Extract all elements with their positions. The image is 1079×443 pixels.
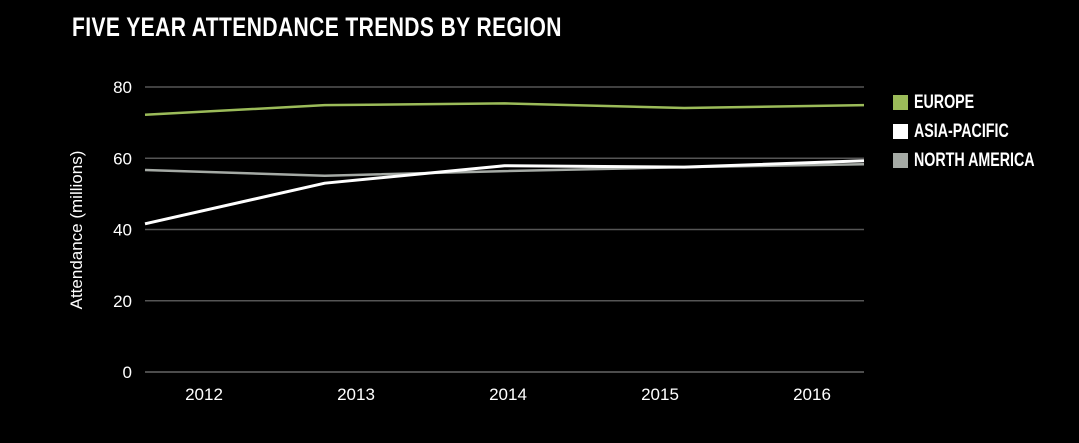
legend-label: ASIA-PACIFIC	[914, 120, 1009, 142]
y-tick-label: 80	[113, 78, 132, 97]
series-line-europe	[144, 102, 865, 117]
x-tick-label: 2014	[489, 385, 527, 404]
x-tick-label: 2013	[337, 385, 375, 404]
x-tick-label: 2012	[185, 385, 223, 404]
x-tick-label: 2016	[793, 385, 831, 404]
y-tick-label: 60	[113, 149, 132, 168]
legend-swatch	[893, 124, 908, 139]
y-tick-label: 20	[113, 292, 132, 311]
legend-label: EUROPE	[914, 91, 975, 113]
legend-swatch	[893, 153, 908, 168]
legend-label: NORTH AMERICA	[914, 149, 1035, 171]
legend-item: ASIA-PACIFIC	[893, 117, 1075, 146]
series-line-asia-pacific	[144, 159, 865, 226]
legend-item: EUROPE	[893, 88, 1075, 117]
legend-swatch	[893, 95, 908, 110]
x-tick-label: 2015	[641, 385, 679, 404]
y-tick-label: 0	[123, 363, 132, 382]
chart-title: FIVE YEAR ATTENDANCE TRENDS BY REGION	[72, 12, 562, 42]
y-tick-label: 40	[113, 221, 132, 240]
legend: EUROPE ASIA-PACIFIC NORTH AMERICA	[893, 88, 1075, 175]
y-axis-label: Attendance (millions)	[67, 151, 86, 310]
legend-item: NORTH AMERICA	[893, 146, 1075, 175]
